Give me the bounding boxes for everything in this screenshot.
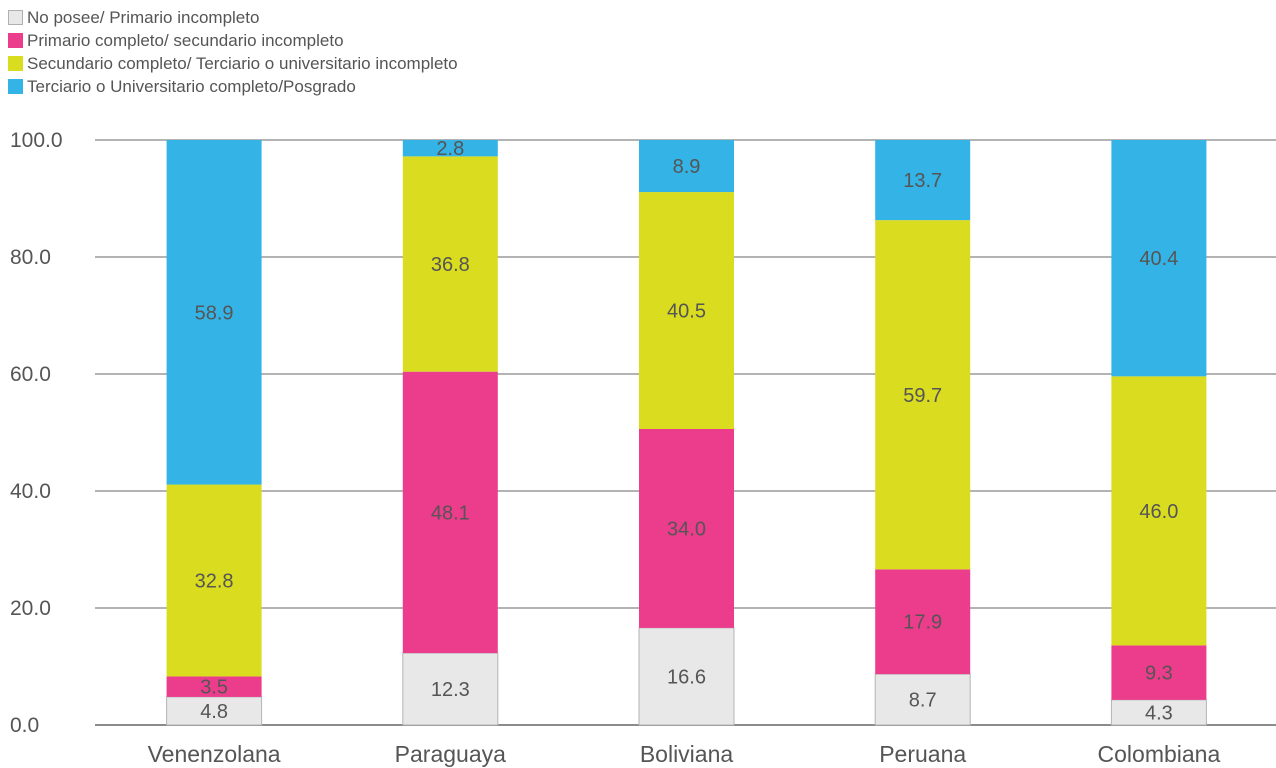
bar-segment xyxy=(638,627,735,726)
data-label: 48.1 xyxy=(431,502,470,524)
data-label: 59.7 xyxy=(903,385,942,407)
y-tick-label: 0.0 xyxy=(10,714,39,737)
x-tick-label: Boliviana xyxy=(640,741,734,767)
y-tick-label: 40.0 xyxy=(10,480,51,503)
data-label: 4.8 xyxy=(200,701,228,723)
bar-segment xyxy=(166,140,262,485)
legend-item: Primario completo/ secundario incompleto xyxy=(8,29,458,52)
data-label: 34.0 xyxy=(667,518,706,540)
legend-item: Terciario o Universitario completo/Posgr… xyxy=(8,75,458,98)
legend-label: Primario completo/ secundario incompleto xyxy=(27,30,344,50)
legend-swatch xyxy=(8,79,23,94)
legend-item: No posee/ Primario incompleto xyxy=(8,6,458,29)
data-label: 46.0 xyxy=(1139,501,1178,523)
x-tick-label: Paraguaya xyxy=(395,741,506,767)
data-label: 8.7 xyxy=(909,690,937,712)
x-tick-label: Peruana xyxy=(879,741,966,767)
y-tick-label: 60.0 xyxy=(10,363,51,386)
data-label: 3.5 xyxy=(200,677,228,699)
bar-segment xyxy=(639,140,734,193)
data-label: 58.9 xyxy=(195,302,234,324)
data-label: 40.4 xyxy=(1139,248,1178,270)
data-label: 17.9 xyxy=(903,612,942,634)
bar-segment xyxy=(402,371,498,654)
x-tick-label: Venenzolana xyxy=(148,741,281,767)
data-label: 9.3 xyxy=(1145,663,1173,685)
legend-swatch xyxy=(8,56,23,71)
data-label: 16.6 xyxy=(667,666,706,688)
legend-label: No posee/ Primario incompleto xyxy=(27,7,260,27)
data-label: 13.7 xyxy=(903,170,942,192)
data-label: 36.8 xyxy=(431,254,470,276)
data-label: 4.3 xyxy=(1145,702,1173,724)
legend-item: Secundario completo/ Terciario o univers… xyxy=(8,52,458,75)
bar-segment xyxy=(1111,376,1207,646)
bar-segment xyxy=(875,569,971,675)
data-label: 32.8 xyxy=(195,571,234,593)
bar-segment xyxy=(1110,699,1207,726)
bar-segment xyxy=(166,676,262,697)
legend: No posee/ Primario incompleto Primario c… xyxy=(8,6,458,98)
x-tick-label: Colombiana xyxy=(1098,741,1221,767)
legend-label: Terciario o Universitario completo/Posgr… xyxy=(27,76,356,96)
data-label: 2.8 xyxy=(436,138,464,160)
bar-segment xyxy=(639,192,734,429)
bar-segment xyxy=(402,156,498,372)
bar-segment xyxy=(639,428,734,628)
bar-segment xyxy=(1111,645,1207,700)
legend-label: Secundario completo/ Terciario o univers… xyxy=(27,53,458,73)
data-label: 8.9 xyxy=(673,156,701,178)
data-label: 12.3 xyxy=(431,679,470,701)
bar-segment xyxy=(166,484,262,677)
bar-segment xyxy=(1111,140,1207,377)
legend-swatch xyxy=(8,33,23,48)
bar-segment xyxy=(402,140,498,157)
bar-segment xyxy=(875,220,971,570)
data-label: 40.5 xyxy=(667,301,706,323)
y-tick-label: 100.0 xyxy=(10,129,63,152)
legend-swatch xyxy=(8,10,23,25)
bar-segment xyxy=(875,140,971,221)
bar-segment xyxy=(874,673,971,726)
y-tick-label: 80.0 xyxy=(10,246,51,269)
y-tick-label: 20.0 xyxy=(10,597,51,620)
